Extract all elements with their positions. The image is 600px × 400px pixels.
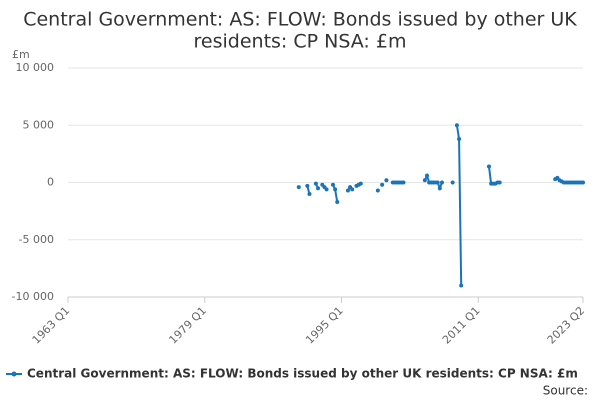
x-tick-label: 2011 Q1	[440, 304, 483, 347]
data-point	[454, 123, 459, 128]
data-point	[316, 186, 321, 191]
data-point	[305, 183, 310, 188]
chart-title: Central Government: AS: FLOW: Bonds issu…	[23, 9, 577, 31]
data-point	[375, 188, 380, 193]
data-point	[345, 188, 350, 193]
source: Source:	[543, 384, 588, 398]
data-point	[450, 180, 455, 185]
data-point	[324, 187, 329, 192]
x-tick-label: 1995 Q1	[303, 304, 346, 347]
data-point	[401, 180, 406, 185]
x-tick-label: 2023 Q2	[545, 304, 588, 347]
y-tick-label: -10 000	[12, 290, 54, 303]
data-point	[437, 186, 442, 191]
data-point	[422, 178, 427, 183]
data-point	[425, 173, 430, 178]
data-point	[313, 181, 318, 186]
series-line	[306, 125, 583, 286]
data-point	[384, 178, 389, 183]
data-point	[457, 136, 462, 141]
legend-label[interactable]: Central Government: AS: FLOW: Bonds issu…	[27, 367, 578, 381]
data-point	[350, 187, 355, 192]
data-point	[581, 180, 585, 185]
data-point	[333, 187, 338, 192]
y-tick-label: 0	[47, 176, 54, 189]
y-axis-label: £m	[12, 48, 30, 61]
data-point	[307, 191, 312, 196]
data-point	[435, 180, 440, 185]
y-tick-label: 10 000	[16, 61, 55, 74]
data-point	[439, 180, 444, 185]
y-tick-label: 5 000	[23, 118, 55, 131]
data-point	[486, 164, 491, 169]
y-tick-label: -5 000	[19, 233, 54, 246]
x-tick-label: 1963 Q1	[30, 304, 73, 347]
data-point	[497, 180, 502, 185]
data-point	[380, 182, 385, 187]
data-point	[459, 283, 464, 288]
chart-title: residents: CP NSA: £m	[194, 31, 407, 53]
data-point	[296, 185, 301, 190]
data-point	[330, 182, 335, 187]
data-point	[358, 181, 363, 186]
legend-symbol	[11, 371, 17, 377]
x-tick-label: 1979 Q1	[166, 304, 209, 347]
data-point	[335, 199, 340, 204]
